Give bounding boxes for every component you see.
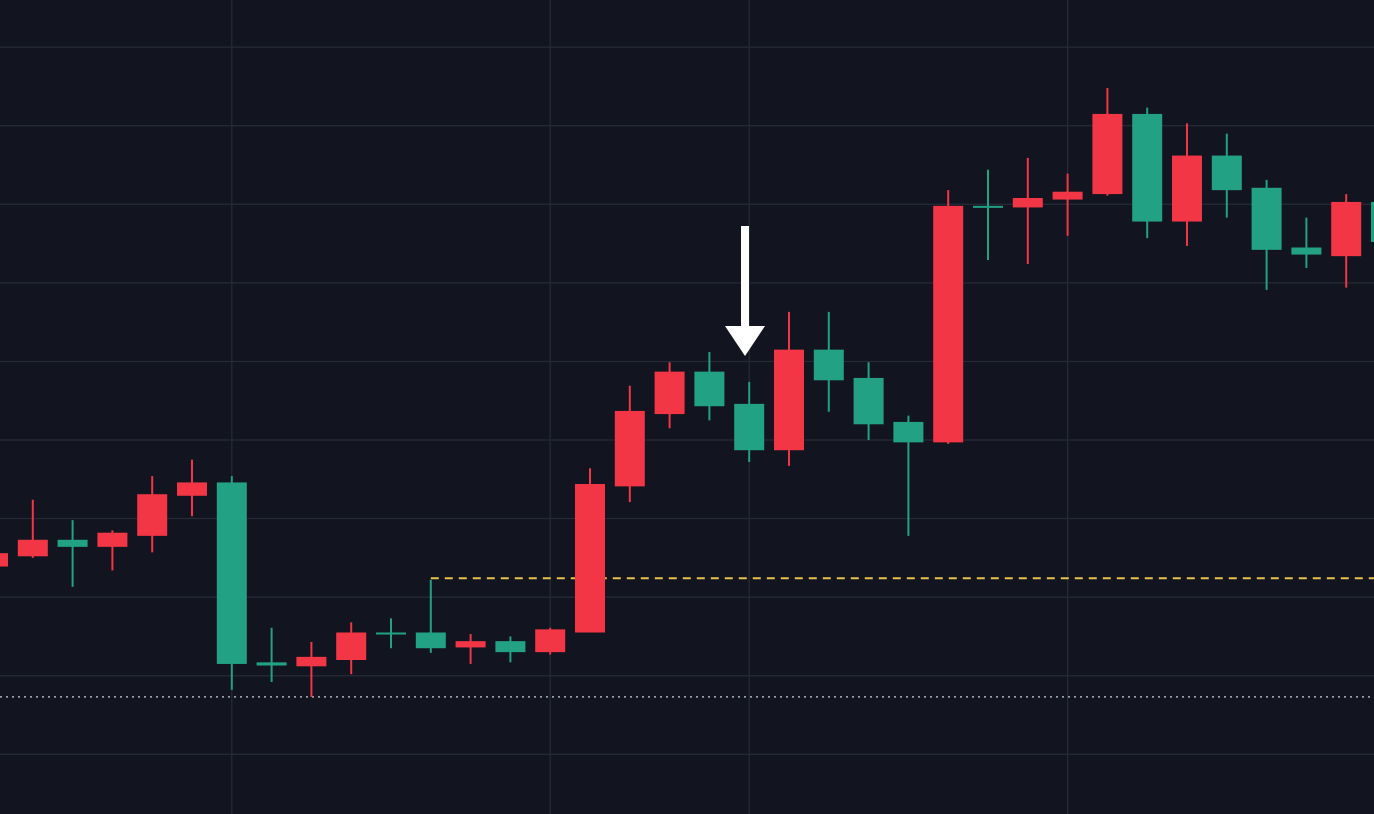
candle-body <box>1092 113 1123 195</box>
candle-body <box>933 205 964 443</box>
candle-body <box>774 349 804 451</box>
candle-body <box>455 641 486 648</box>
candle-body <box>973 205 1003 208</box>
candle-body <box>495 641 526 653</box>
candle-body <box>17 539 48 557</box>
candle-body <box>654 371 685 415</box>
candle-body <box>1172 155 1202 222</box>
candle-body <box>336 632 367 660</box>
candle-body <box>1132 113 1163 222</box>
candle-body <box>57 539 88 547</box>
candle-body <box>694 371 725 407</box>
candle-body <box>1211 155 1242 191</box>
candle-body <box>734 403 765 451</box>
candle-body <box>216 482 247 664</box>
candle-body <box>614 410 645 487</box>
candle-body <box>137 494 168 536</box>
candle-body <box>415 632 446 649</box>
candle-body <box>1291 247 1322 255</box>
candle-body <box>813 349 844 381</box>
candle-body <box>296 656 327 667</box>
candle-body <box>1331 201 1362 257</box>
candle-body <box>1251 187 1282 250</box>
candle-body <box>256 662 287 666</box>
candles <box>0 88 1374 697</box>
candle-body <box>376 632 406 635</box>
candle-body <box>853 377 884 425</box>
candle-body <box>1371 201 1374 242</box>
candle-body <box>0 553 8 567</box>
candle-body <box>177 482 207 496</box>
candle-body <box>97 532 128 547</box>
candle-body <box>535 629 566 653</box>
candle-body <box>1012 198 1043 208</box>
arrow-annotation <box>725 226 765 356</box>
candle-body <box>575 484 605 633</box>
candle-body <box>1052 191 1083 200</box>
candle-body <box>893 421 924 443</box>
